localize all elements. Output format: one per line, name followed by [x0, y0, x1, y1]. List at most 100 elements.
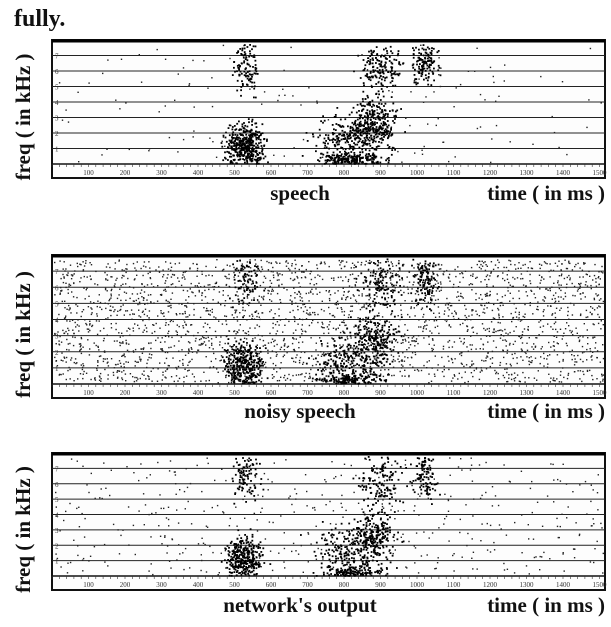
noise-speck: [167, 277, 168, 278]
noise-speck: [572, 359, 573, 360]
noise-speck: [497, 276, 498, 277]
noise-speck: [420, 45, 421, 46]
noise-speck: [117, 370, 118, 371]
speech-speck: [246, 137, 248, 139]
noise-speck: [402, 352, 403, 353]
noise-speck: [222, 370, 223, 371]
noise-speck: [110, 276, 111, 277]
speech-speck: [367, 57, 369, 59]
noise-speck: [401, 364, 402, 365]
noise-speck: [294, 321, 295, 322]
speech-speck: [391, 63, 393, 65]
noise-speck: [120, 345, 121, 346]
noise-speck: [81, 316, 82, 317]
noise-speck: [380, 319, 381, 320]
noise-speck: [480, 348, 481, 349]
noise-speck: [587, 371, 588, 372]
speech-speck: [394, 118, 396, 120]
noise-speck: [148, 273, 149, 274]
noise-speck: [537, 309, 538, 310]
speech-speck: [320, 120, 322, 122]
noise-speck: [207, 302, 208, 303]
noise-speck: [299, 362, 300, 363]
noise-speck: [420, 326, 421, 327]
noise-speck: [83, 288, 84, 289]
speech-speck: [225, 350, 227, 352]
speech-speck: [385, 57, 387, 59]
noise-speck: [134, 278, 135, 279]
noise-speck: [276, 263, 277, 264]
noise-speck: [448, 161, 449, 162]
speech-speck: [391, 68, 393, 70]
noise-speck: [533, 349, 534, 350]
noise-speck: [502, 272, 503, 273]
noise-speck: [330, 353, 331, 354]
noise-speck: [265, 345, 266, 346]
y-tick-label: 5: [55, 300, 59, 308]
noise-speck: [587, 316, 588, 317]
speech-speck: [248, 76, 250, 78]
speech-speck: [358, 127, 360, 129]
noise-speck: [137, 378, 138, 379]
noise-speck: [162, 372, 163, 373]
speech-speck: [236, 154, 238, 156]
noise-speck: [489, 336, 490, 337]
noise-speck: [247, 303, 248, 304]
noise-speck: [295, 272, 296, 273]
noise-speck: [119, 310, 120, 311]
noise-speck: [544, 300, 545, 301]
noise-speck: [244, 315, 245, 316]
noise-speck: [344, 325, 345, 326]
noise-speck: [457, 266, 458, 267]
speech-speck: [366, 159, 368, 161]
speech-speck: [257, 73, 259, 75]
noise-speck: [561, 285, 562, 286]
speech-speck: [369, 61, 371, 63]
speech-speck: [368, 78, 370, 80]
speech-speck: [233, 377, 235, 379]
noise-speck: [500, 329, 501, 330]
noise-speck: [367, 69, 368, 70]
noise-speck: [90, 301, 91, 302]
noise-speck: [317, 294, 318, 295]
speech-speck: [242, 84, 244, 86]
noise-speck: [309, 314, 310, 315]
noise-speck: [504, 64, 505, 65]
noise-speck: [514, 278, 515, 279]
noise-speck: [142, 275, 143, 276]
noise-speck: [94, 283, 95, 284]
noise-speck: [75, 358, 76, 359]
speech-speck: [366, 134, 368, 136]
speech-speck: [233, 349, 235, 351]
noise-speck: [413, 282, 414, 283]
speech-speck: [354, 154, 356, 156]
noise-speck: [400, 371, 401, 372]
noise-speck: [269, 311, 270, 312]
noise-speck: [402, 360, 403, 361]
noise-speck: [267, 353, 268, 354]
noise-speck: [518, 336, 519, 337]
noise-speck: [249, 327, 250, 328]
speech-speck: [413, 49, 415, 51]
noise-speck: [144, 291, 145, 292]
noise-speck: [409, 316, 410, 317]
noise-speck: [314, 284, 315, 285]
speech-speck: [256, 266, 258, 268]
noise-speck: [285, 318, 286, 319]
speech-speck: [247, 360, 249, 362]
noise-speck: [150, 302, 151, 303]
noise-speck: [207, 324, 208, 325]
noise-speck: [573, 304, 574, 305]
noise-speck: [490, 291, 491, 292]
noise-speck: [485, 296, 486, 297]
speech-speck: [350, 163, 352, 165]
speech-speck: [431, 59, 433, 61]
noise-speck: [601, 320, 602, 321]
noise-speck: [461, 352, 462, 353]
noise-speck: [294, 316, 295, 317]
noise-speck: [449, 340, 450, 341]
noise-speck: [410, 344, 411, 345]
noise-speck: [502, 330, 503, 331]
noise-speck: [100, 302, 101, 303]
noise-speck: [91, 314, 92, 315]
